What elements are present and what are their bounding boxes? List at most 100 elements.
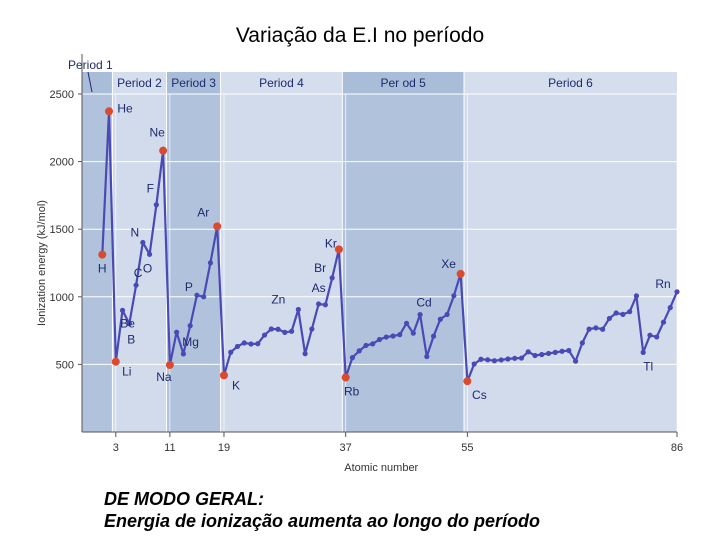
x-tick-label: 3 bbox=[113, 442, 119, 454]
data-point bbox=[201, 294, 207, 300]
data-point bbox=[356, 348, 362, 354]
data-point bbox=[288, 328, 295, 334]
period-label: Period 2 bbox=[117, 76, 162, 90]
data-point bbox=[309, 326, 315, 332]
highlight-point bbox=[463, 377, 472, 386]
data-point bbox=[255, 341, 261, 347]
highlight-point bbox=[456, 269, 465, 278]
data-point bbox=[187, 323, 193, 329]
period-label: Per od 5 bbox=[380, 76, 426, 90]
data-point bbox=[518, 355, 525, 361]
data-point bbox=[140, 239, 146, 246]
data-point bbox=[491, 358, 498, 364]
slide-title: Variação da E.I no período bbox=[235, 24, 485, 47]
element-label: O bbox=[143, 261, 152, 275]
x-tick-label: 19 bbox=[218, 442, 230, 454]
element-label: H bbox=[98, 262, 107, 276]
data-point bbox=[194, 292, 200, 298]
data-point bbox=[674, 289, 680, 295]
element-label: Rb bbox=[344, 385, 360, 399]
data-point bbox=[572, 358, 579, 364]
data-point bbox=[126, 321, 132, 327]
element-label: Cs bbox=[472, 388, 487, 402]
highlight-point bbox=[219, 371, 228, 380]
data-point bbox=[620, 311, 626, 317]
data-point bbox=[606, 315, 612, 322]
data-point bbox=[329, 275, 335, 281]
data-point bbox=[248, 341, 254, 347]
data-point bbox=[282, 329, 288, 335]
data-point bbox=[417, 312, 423, 318]
element-label: Ar bbox=[197, 205, 209, 219]
data-point bbox=[119, 307, 126, 313]
element-label: N bbox=[130, 225, 139, 239]
period-header bbox=[464, 72, 677, 94]
data-point bbox=[512, 355, 518, 361]
highlight-point bbox=[334, 245, 343, 254]
data-point bbox=[586, 326, 592, 332]
period-band bbox=[342, 94, 465, 432]
data-point bbox=[261, 332, 268, 338]
data-point bbox=[600, 326, 606, 332]
element-label: Li bbox=[122, 365, 131, 379]
element-label: He bbox=[117, 101, 133, 115]
period-header bbox=[112, 72, 167, 94]
highlight-point bbox=[159, 146, 168, 155]
x-tick-label: 11 bbox=[164, 442, 175, 454]
data-point bbox=[545, 350, 552, 357]
data-point bbox=[525, 349, 531, 355]
x-tick-label: 55 bbox=[461, 442, 473, 454]
data-point bbox=[146, 251, 153, 257]
data-point bbox=[207, 260, 214, 266]
data-point bbox=[437, 316, 443, 322]
element-label: F bbox=[147, 182, 154, 196]
data-point bbox=[552, 349, 558, 355]
data-point bbox=[485, 357, 491, 363]
data-point bbox=[430, 333, 437, 339]
data-point bbox=[403, 320, 410, 326]
data-point bbox=[316, 301, 322, 307]
data-point bbox=[559, 348, 565, 354]
highlight-point bbox=[98, 250, 107, 259]
data-point bbox=[322, 302, 328, 308]
x-axis-title: Atomic number bbox=[344, 462, 418, 474]
ionization-energy-chart: Period 1 Period 2 Period 3 Period 4 Per od 5… bbox=[36, 54, 683, 474]
data-point bbox=[153, 202, 159, 208]
data-point bbox=[498, 357, 504, 363]
element-label: Na bbox=[156, 370, 172, 384]
data-point bbox=[363, 342, 369, 349]
period-label: Period 6 bbox=[548, 76, 593, 90]
data-point bbox=[640, 349, 646, 355]
period-label: Period 1 bbox=[68, 58, 113, 72]
period-band bbox=[464, 94, 677, 432]
x-tick-label: 37 bbox=[340, 442, 352, 454]
element-label: As bbox=[312, 281, 326, 295]
y-tick-label: 2000 bbox=[50, 157, 74, 169]
data-point bbox=[627, 309, 633, 315]
data-point bbox=[444, 311, 450, 318]
data-point bbox=[471, 361, 477, 367]
data-point bbox=[174, 329, 180, 335]
data-point bbox=[275, 326, 281, 332]
element-label: B bbox=[127, 333, 135, 347]
highlight-point bbox=[111, 357, 120, 366]
data-point bbox=[397, 332, 403, 338]
period-label: Period 4 bbox=[259, 76, 304, 90]
data-point bbox=[268, 326, 274, 332]
data-point bbox=[295, 306, 301, 313]
element-label: P bbox=[185, 280, 193, 294]
element-label: K bbox=[232, 378, 240, 392]
caption-body: Energia de ionização aumenta ao longo do… bbox=[104, 511, 541, 531]
x-tick-label: 86 bbox=[671, 442, 683, 454]
data-point bbox=[390, 333, 396, 339]
y-tick-label: 1500 bbox=[50, 224, 74, 236]
data-point bbox=[302, 351, 308, 357]
element-label: Kr bbox=[325, 236, 337, 250]
period-label: Period 3 bbox=[171, 76, 216, 90]
period-header bbox=[82, 72, 113, 94]
data-point bbox=[451, 293, 457, 299]
data-point bbox=[133, 282, 139, 288]
period-band bbox=[220, 94, 343, 432]
highlight-point bbox=[165, 360, 174, 369]
data-point bbox=[349, 355, 356, 361]
